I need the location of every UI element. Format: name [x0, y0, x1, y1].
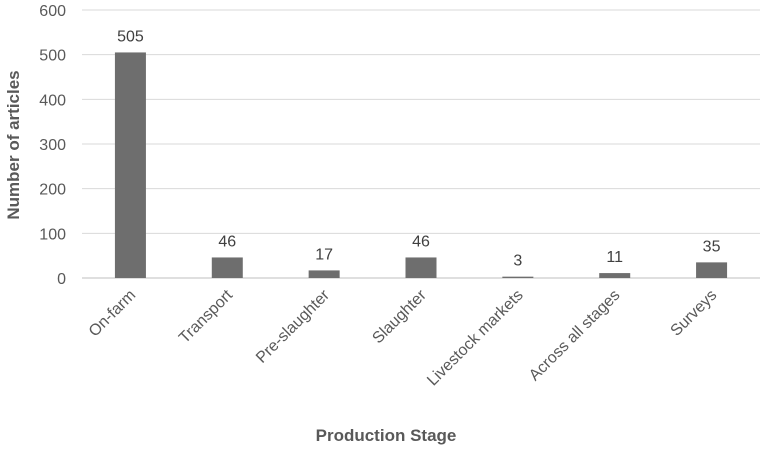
data-label: 46	[218, 233, 236, 250]
x-tick-label: Slaughter	[369, 286, 430, 347]
y-axis-ticks: 0 100 200 300 400 500 600	[39, 3, 66, 288]
x-tick-label: Surveys	[668, 287, 721, 340]
bar	[405, 257, 437, 278]
x-tick-label: On-farm	[86, 287, 140, 341]
bar	[502, 276, 534, 278]
data-label: 17	[315, 246, 333, 263]
data-label: 505	[117, 28, 144, 45]
y-tick-label: 0	[57, 271, 66, 288]
bar	[599, 273, 631, 278]
y-tick-label: 500	[39, 48, 66, 65]
y-tick-label: 200	[39, 182, 66, 199]
data-label: 35	[703, 238, 721, 255]
y-tick-label: 600	[39, 3, 66, 20]
x-tick-label: Livestock markets	[424, 287, 527, 390]
bar	[308, 270, 340, 278]
y-tick-label: 100	[39, 226, 66, 243]
data-labels: 505 46 17 46 3 11 35	[117, 28, 720, 269]
data-label: 3	[513, 253, 522, 270]
x-axis-title: Production Stage	[316, 426, 457, 445]
bar	[114, 52, 146, 278]
x-axis-ticks: On-farm Transport Pre-slaughter SlaughterLi…	[86, 286, 721, 389]
data-label: 46	[412, 233, 430, 250]
y-tick-label: 400	[39, 92, 66, 109]
x-tick-label: Transport	[176, 286, 236, 346]
gridlines	[82, 9, 760, 279]
bars	[114, 52, 728, 278]
data-label: 11	[606, 249, 623, 266]
x-tick-label: Pre-slaughter	[253, 286, 333, 366]
y-axis-title: Number of articles	[4, 70, 23, 219]
bar	[696, 262, 728, 278]
y-tick-label: 300	[39, 137, 66, 154]
x-tick-label: Across all stages	[526, 287, 624, 385]
bar	[211, 257, 243, 278]
